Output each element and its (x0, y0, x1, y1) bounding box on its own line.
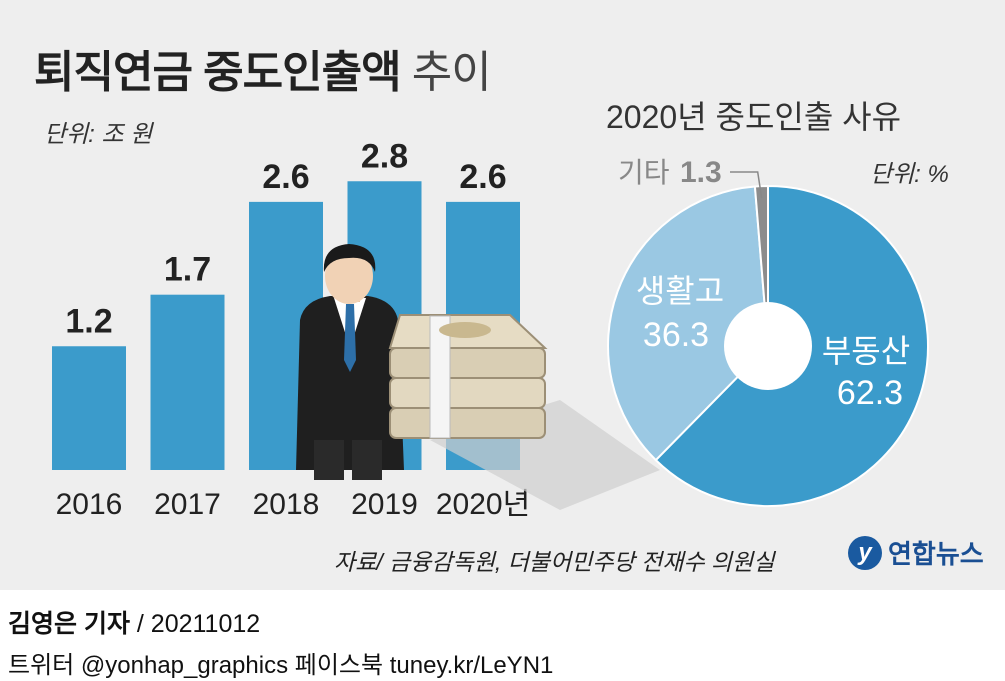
pie-unit-label: 단위: % (870, 161, 949, 188)
publish-date: / 20211012 (136, 610, 261, 638)
pie-leader-line-2 (730, 171, 763, 199)
pie-label-name-2: 기타 (618, 157, 670, 188)
bar-category-label-0: 2016 (56, 488, 123, 521)
social-links: 트위터 @yonhap_graphics 페이스북 tuney.kr/LeYN1 (8, 652, 554, 679)
bar-category-label-3: 2019 (351, 488, 418, 521)
title-bold: 퇴직연금 중도인출액 (34, 48, 402, 97)
bar-value-label-3: 2.8 (361, 137, 408, 175)
brand-name: 연합뉴스 (888, 539, 984, 569)
pie-label-value-1: 36.3 (643, 316, 709, 354)
bar-category-label-1: 2017 (154, 488, 221, 521)
bar-category-label-4: 2020년 (436, 488, 530, 521)
bar-1 (150, 294, 225, 470)
byline: 김영은 기자 / 20211012 (8, 604, 260, 640)
bar-category-label-2: 2018 (253, 488, 320, 521)
bar-value-label-4: 2.6 (459, 158, 506, 196)
reporter-name: 김영은 기자 (8, 610, 130, 638)
pie-slice-1 (607, 185, 770, 462)
businessman-illustration (296, 244, 404, 480)
pie-label-value-2: 1.3 (680, 156, 722, 189)
pie-label-value-0: 62.3 (837, 374, 903, 412)
money-bundle-illustration (388, 314, 660, 510)
pie-label-name-0: 부동산 (822, 333, 910, 369)
pie-label-name-1: 생활고 (636, 273, 724, 309)
title-light: 추이 (411, 48, 492, 97)
bar-unit-label: 단위: 조 원 (44, 121, 153, 148)
bar-value-label-2: 2.6 (262, 158, 309, 196)
bar-value-label-0: 1.2 (65, 302, 112, 340)
pie-title: 2020년 중도인출 사유 (606, 99, 902, 135)
yonhap-logo-icon: y (848, 535, 882, 570)
pie-chart: 부동산 62.3 생활고 36.3 기타 1.3 (607, 156, 930, 507)
brand: y 연합뉴스 (848, 534, 984, 571)
bar-0 (52, 346, 126, 470)
page-title: 퇴직연금 중도인출액 추이 (34, 36, 492, 100)
chart-canvas: 1.2 2016 1.7 2017 2.6 2018 2.8 2019 2.6 2020년 (52, 137, 930, 521)
source-note: 자료/ 금융감독원, 더불어민주당 전재수 의원실 (334, 549, 775, 575)
pie-center-hole (724, 302, 812, 390)
bar-value-label-1: 1.7 (164, 251, 211, 289)
graphic-panel: 퇴직연금 중도인출액 추이 단위: 조 원 2020년 중도인출 사유 단위: … (0, 0, 1005, 590)
